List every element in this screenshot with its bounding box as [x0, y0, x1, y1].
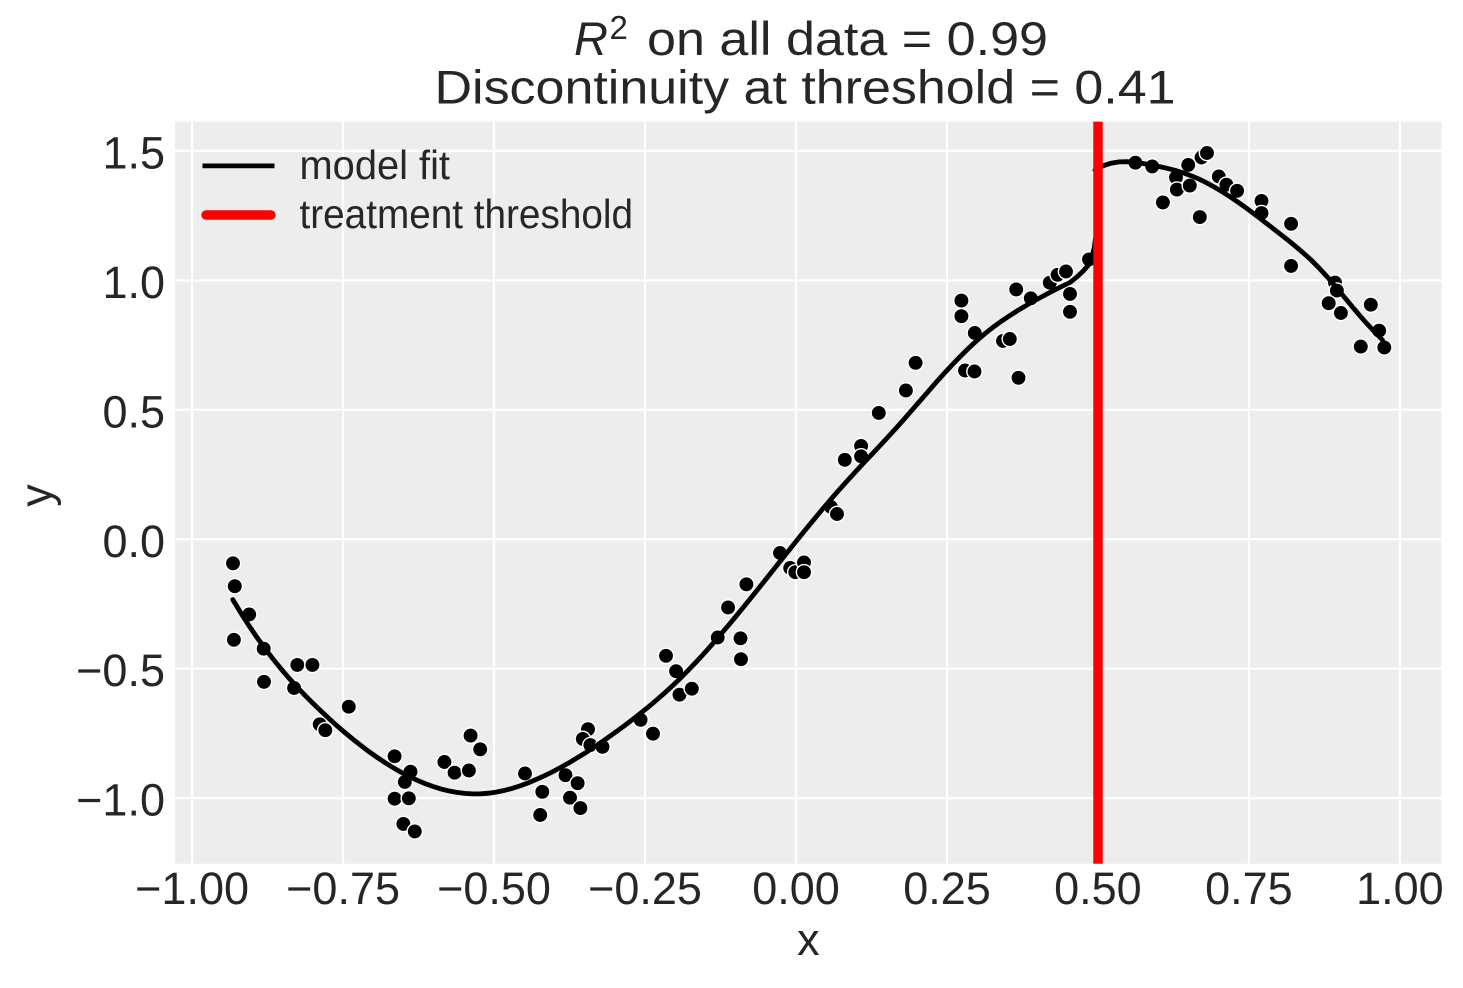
svg-text:Discontinuity at threshold = 0: Discontinuity at threshold = 0.41: [435, 61, 1176, 114]
svg-text:0.50: 0.50: [1054, 863, 1142, 914]
svg-text:0.25: 0.25: [903, 863, 991, 914]
svg-text:−1.00: −1.00: [135, 863, 249, 914]
svg-text:1.00: 1.00: [1356, 863, 1444, 914]
svg-text:treatment threshold: treatment threshold: [300, 191, 634, 237]
svg-text:on all data = 0.99: on all data = 0.99: [647, 12, 1048, 65]
svg-text:0.5: 0.5: [102, 386, 165, 437]
svg-text:0.0: 0.0: [102, 516, 165, 567]
svg-text:x: x: [797, 914, 820, 965]
svg-text:2: 2: [610, 9, 628, 46]
svg-text:model fit: model fit: [300, 142, 451, 188]
svg-text:0.75: 0.75: [1205, 863, 1293, 914]
svg-text:R: R: [574, 12, 608, 65]
svg-text:y: y: [11, 484, 62, 507]
svg-text:1.5: 1.5: [102, 127, 165, 178]
svg-text:−0.25: −0.25: [588, 863, 702, 914]
svg-text:−0.75: −0.75: [286, 863, 400, 914]
svg-text:0.00: 0.00: [752, 863, 840, 914]
svg-text:1.0: 1.0: [102, 257, 165, 308]
svg-text:−1.0: −1.0: [76, 775, 165, 826]
svg-text:−0.5: −0.5: [76, 645, 165, 696]
svg-text:−0.50: −0.50: [437, 863, 551, 914]
